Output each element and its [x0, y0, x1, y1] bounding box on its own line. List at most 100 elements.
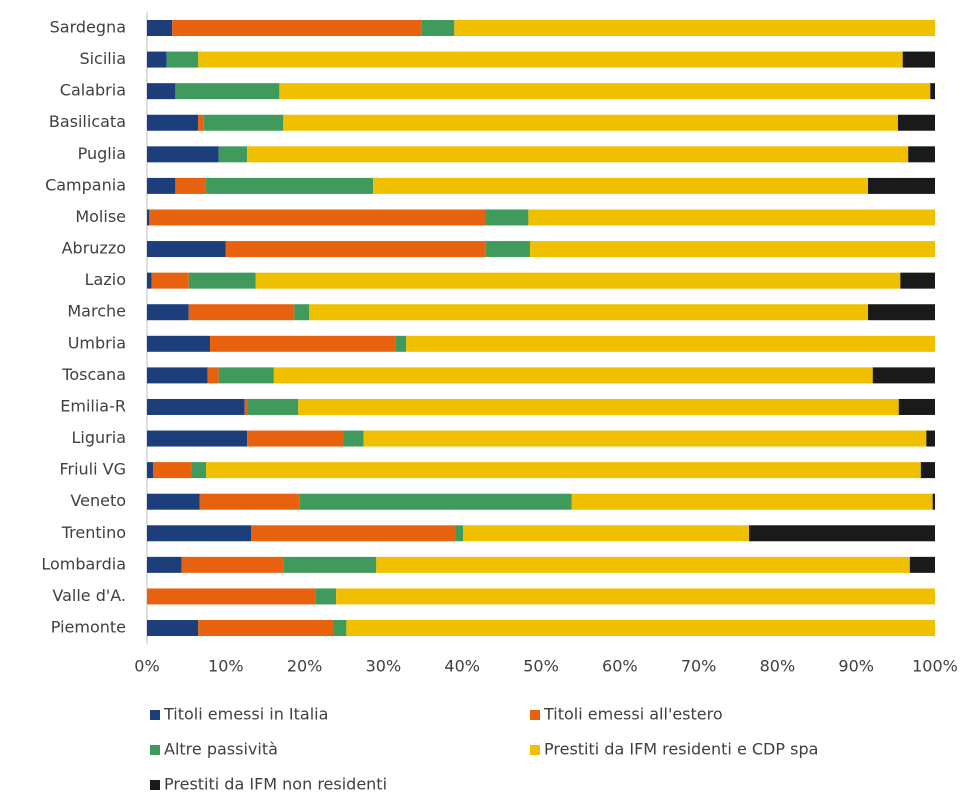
bar-segment [203, 114, 284, 131]
bar-segment [149, 209, 486, 226]
bar-segment [872, 367, 935, 384]
bar-segment [225, 241, 486, 258]
bar-segment [147, 493, 200, 510]
legend-swatch [150, 780, 160, 790]
bar-segment [571, 493, 933, 510]
bar-segment [147, 241, 226, 258]
bar-segment [908, 146, 935, 163]
bar-segment [406, 335, 935, 352]
y-tick-label: Sardegna [50, 18, 126, 37]
bar-segment [247, 398, 299, 415]
legend-label: Altre passività [164, 740, 278, 759]
x-tick-label: 10% [208, 657, 244, 676]
bar-segment [147, 335, 211, 352]
y-tick-label: Basilicata [49, 112, 126, 131]
bar-segment [902, 51, 935, 68]
bar-segment [376, 556, 910, 573]
bar-segment [283, 114, 898, 131]
y-tick-label: Toscana [61, 365, 126, 384]
bar-segment [421, 20, 455, 36]
bar-segment [166, 51, 199, 68]
bar-segment [147, 83, 176, 100]
bar-segment [255, 272, 901, 289]
bar-segment [147, 272, 152, 289]
bar-segment [147, 51, 167, 68]
bar-segment [147, 177, 176, 194]
legend-label: Prestiti da IFM non residenti [164, 775, 387, 794]
bar-segment [283, 556, 377, 573]
bar-segment [930, 83, 935, 100]
bar-segment [147, 398, 245, 415]
y-tick-label: Emilia-R [60, 396, 126, 415]
legend-swatch [530, 710, 540, 720]
bar-segment [147, 146, 219, 163]
bar-segment [147, 556, 182, 573]
y-tick-label: Lazio [85, 270, 126, 289]
y-tick-label: Sicilia [79, 49, 126, 68]
bar-segment [181, 556, 284, 573]
bar-segment [462, 525, 750, 542]
y-tick-label: Abruzzo [62, 239, 126, 258]
bar-segment [309, 304, 869, 321]
bar-segment [363, 430, 927, 447]
x-tick-label: 100% [912, 657, 958, 676]
y-tick-label: Friuli VG [59, 460, 126, 479]
y-tick-label: Valle d'A. [52, 586, 126, 605]
bar-segment [147, 367, 208, 384]
x-tick-label: 0% [134, 657, 159, 676]
bar-segment [298, 398, 899, 415]
bar-segment [247, 146, 909, 163]
bar-segment [188, 304, 295, 321]
bar-segment [147, 430, 248, 447]
legend-swatch [150, 710, 160, 720]
bar-segment [172, 20, 422, 36]
bar-segment [175, 177, 206, 194]
bar-segment [332, 620, 347, 637]
y-tick-label: Calabria [60, 81, 126, 100]
bar-segment [191, 462, 207, 479]
bar-segment [210, 335, 396, 352]
bar-segment [344, 430, 364, 447]
bar-segment [454, 20, 935, 36]
y-tick-label: Veneto [70, 491, 126, 510]
bar-segment [198, 51, 903, 68]
y-tick-label: Trentino [61, 523, 126, 542]
bar-segment [315, 588, 337, 605]
bar-segment [346, 620, 935, 637]
bar-segment [485, 241, 530, 258]
bar-segment [247, 430, 344, 447]
bar-segment [147, 114, 199, 131]
bar-segment [153, 462, 192, 479]
bar-segment [900, 272, 935, 289]
bar-segment [868, 177, 935, 194]
x-tick-label: 50% [523, 657, 559, 676]
y-tick-label: Campania [45, 175, 126, 194]
bar-segment [244, 398, 248, 415]
bar-segment [175, 83, 280, 100]
bar-segment [897, 114, 935, 131]
legend-swatch [150, 745, 160, 755]
bar-segment [749, 525, 935, 542]
x-tick-label: 90% [838, 657, 874, 676]
bar-segment [485, 209, 529, 226]
y-tick-label: Molise [75, 207, 126, 226]
x-tick-label: 70% [681, 657, 717, 676]
legend-label: Prestiti da IFM residenti e CDP spa [544, 740, 818, 759]
bar-segment [279, 83, 931, 100]
bar-segment [251, 525, 456, 542]
bar-segment [455, 525, 463, 542]
bar-segment [188, 272, 256, 289]
x-tick-label: 30% [366, 657, 402, 676]
legend-label: Titoli emessi in Italia [163, 705, 328, 724]
bar-segment [147, 588, 316, 605]
bar-segment [207, 367, 219, 384]
y-tick-label: Liguria [72, 428, 126, 447]
bar-segment [198, 114, 204, 131]
x-tick-label: 80% [760, 657, 796, 676]
bar-segment [151, 272, 189, 289]
bar-segment [395, 335, 407, 352]
bar-segment [147, 20, 173, 36]
bar-segment [926, 430, 935, 447]
bar-segment [205, 177, 374, 194]
